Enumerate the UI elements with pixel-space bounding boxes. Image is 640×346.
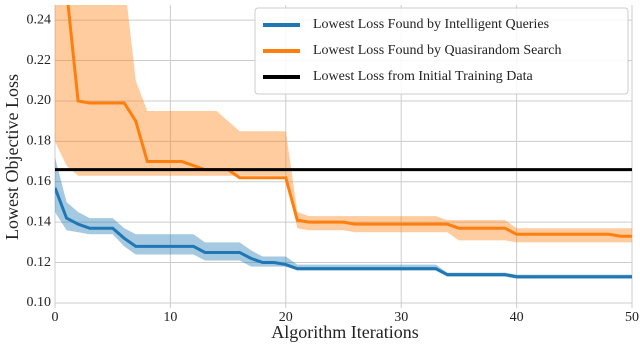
x-tick-label: 10 [163, 310, 177, 325]
legend-label: Lowest Loss from Initial Training Data [313, 69, 533, 84]
y-axis-label: Lowest Objective Loss [2, 74, 22, 240]
legend-label: Lowest Loss Found by Intelligent Queries [313, 17, 549, 32]
y-tick-label: 0.20 [27, 93, 52, 108]
y-tick-label: 0.10 [27, 295, 52, 310]
legend: Lowest Loss Found by Intelligent Queries… [254, 7, 629, 95]
x-tick-label: 40 [510, 310, 524, 325]
legend-label: Lowest Loss Found by Quasirandom Search [313, 43, 561, 58]
x-axis-label: Algorithm Iterations [271, 322, 418, 342]
y-tick-label: 0.14 [27, 214, 52, 229]
confidence-band [55, 5, 632, 243]
plot-area [55, 5, 632, 279]
series-line [55, 187, 632, 279]
y-tick-label: 0.22 [27, 53, 52, 68]
y-tick-label: 0.18 [27, 134, 52, 149]
y-tick-label: 0.12 [27, 255, 52, 270]
x-tick-label: 50 [625, 310, 639, 325]
series-line [66, 5, 632, 238]
x-tick-label: 20 [279, 310, 293, 325]
y-tick-label: 0.16 [27, 174, 52, 189]
legend-box [254, 7, 629, 95]
y-tick-label: 0.24 [27, 12, 52, 27]
x-tick-label: 30 [394, 310, 408, 325]
x-tick-label: 0 [52, 310, 59, 325]
